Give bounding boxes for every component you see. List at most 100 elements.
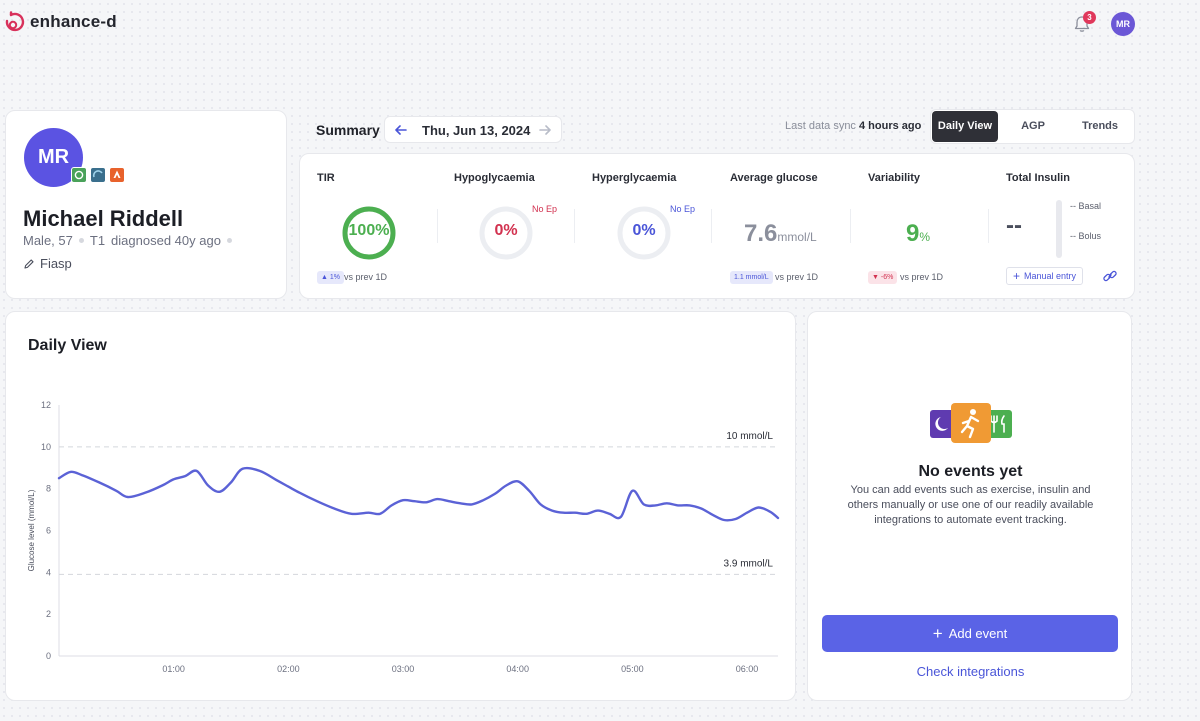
events-card: No events yet You can add events such as… [807,311,1132,701]
pump-icon[interactable] [90,167,106,183]
x-tick-label: 04:00 [506,664,529,674]
patient-insulin: Fiasp [23,256,72,271]
tir-value: 100% [348,222,390,239]
exercise-icon [951,403,991,443]
separator-dot [226,238,232,243]
total-insulin-value: -- [1006,212,1022,239]
hypo-episodes: No Ep [532,204,558,214]
x-tick-label: 01:00 [162,664,185,674]
arrow-up-icon: ▲ [321,274,328,281]
glucose-chart: 0 2 4 6 8 10 12 01:00 02:00 03:00 04:00 05:00 06:00 G… [27,400,780,674]
link-icon[interactable] [1102,268,1118,284]
add-event-label: Add event [948,626,1008,641]
manual-entry-button[interactable]: + Manual entry [1006,267,1084,285]
cgm-icon[interactable] [71,167,87,183]
patient-diagnosed: diagnosed 40y ago [111,233,221,248]
events-empty-description: You can add events such as exercise, ins… [847,484,1094,526]
avg-glucose-delta: 1.1 mmol/L [730,271,773,284]
plus-icon: + [932,624,943,643]
hyper-ring [617,206,671,260]
hypo-value: 0% [494,222,518,239]
summary-title: Summary [316,122,380,138]
hyper-label: Hyperglycaemia [592,172,677,184]
user-avatar[interactable]: MR [1111,12,1135,36]
y-tick-label: 6 [46,526,51,536]
check-integrations-link[interactable]: Check integrations [916,664,1025,679]
add-event-button[interactable]: + Add event [822,615,1118,652]
threshold-label: 3.9 mmol/L [724,558,774,569]
date-navigator: Thu, Jun 13, 2024 [384,116,562,143]
daily-view-title: Daily View [28,337,107,354]
arrow-left-icon[interactable] [393,122,409,138]
hyper-value: 0% [632,222,656,239]
variability-delta: ▼ -6% [868,271,898,284]
metrics-card: TIR 100% ▲ 1% vs prev 1D Hypoglycaemia 0… [299,153,1135,299]
hypo-label: Hypoglycaemia [454,172,535,184]
hyper-episodes: No Ep [670,204,696,214]
y-tick-label: 4 [46,567,51,577]
basal-label: -- Basal [1070,201,1102,211]
tir-ring [342,206,396,260]
notification-badge: 3 [1083,11,1096,24]
patient-diabetes-type: T1 [89,233,106,248]
divider [574,209,575,243]
variability-label: Variability [868,172,920,184]
threshold-label: 10 mmol/L [726,431,773,442]
meal-icon [986,410,1012,438]
patient-details: Male, 57 T1 diagnosed 40y ago [23,233,232,248]
x-tick-label: 05:00 [621,664,644,674]
variability-value: 9 [906,220,920,247]
tab-agp[interactable]: AGP [1021,120,1045,132]
arrow-right-icon[interactable] [537,122,553,138]
last-sync-value: 4 hours ago [859,120,922,132]
current-date[interactable]: Thu, Jun 13, 2024 [422,123,531,138]
avg-glucose-vs-prev: vs prev 1D [775,272,819,282]
avg-glucose-value: 7.6 [744,220,778,247]
patient-sex-age: Male, 57 [23,233,73,248]
variability-reading: 9% [906,220,930,248]
events-illustration [928,402,1014,448]
avg-glucose-label: Average glucose [730,172,818,184]
patient-avatar: MR [24,128,83,187]
y-tick-label: 12 [41,400,51,410]
strava-icon[interactable] [109,167,125,183]
hypo-ring [479,206,533,260]
last-sync-label: Last data sync [785,120,856,132]
y-tick-label: 0 [46,651,51,661]
brand-name[interactable]: enhance-d [30,12,117,31]
insulin-bar [1056,200,1062,258]
y-axis-label: Glucose level (mmol/L) [27,489,36,571]
x-tick-label: 03:00 [392,664,415,674]
view-tabs: Daily View AGP Trends [930,109,1135,144]
variability-unit: % [919,230,931,244]
pen-icon[interactable] [23,258,35,270]
divider [437,209,438,243]
daily-view-card: Daily View 0 2 4 6 8 10 12 01:00 02:00 03:00 04:00… [5,311,796,701]
tab-daily-view[interactable]: Daily View [932,111,998,142]
y-tick-label: 2 [46,609,51,619]
patient-profile-card: MR Michael Riddell Male, 57 T1 diagnosed… [5,110,287,299]
divider [711,209,712,243]
y-tick-label: 10 [41,442,51,452]
tir-delta: ▲ 1% [317,271,345,284]
divider [850,209,851,243]
y-tick-label: 8 [46,484,51,494]
avg-glucose-reading: 7.6mmol/L [744,220,817,248]
events-empty-title: No events yet [918,463,1023,480]
x-tick-label: 02:00 [277,664,300,674]
total-insulin-label: Total Insulin [1006,172,1070,184]
separator-dot [78,238,84,243]
patient-name: Michael Riddell [23,206,184,231]
tir-label: TIR [317,172,335,184]
glucose-line [57,466,780,522]
tir-vs-prev: vs prev 1D [344,272,388,282]
last-sync: Last data sync 4 hours ago [785,120,921,132]
variability-vs-prev: vs prev 1D [900,272,944,282]
tab-trends[interactable]: Trends [1081,120,1119,132]
bolus-label: -- Bolus [1070,231,1102,241]
divider [988,209,989,243]
sleep-icon [930,410,956,438]
x-tick-label: 06:00 [736,664,759,674]
brand-logo-icon[interactable] [4,11,26,35]
plus-icon: + [1013,269,1021,283]
